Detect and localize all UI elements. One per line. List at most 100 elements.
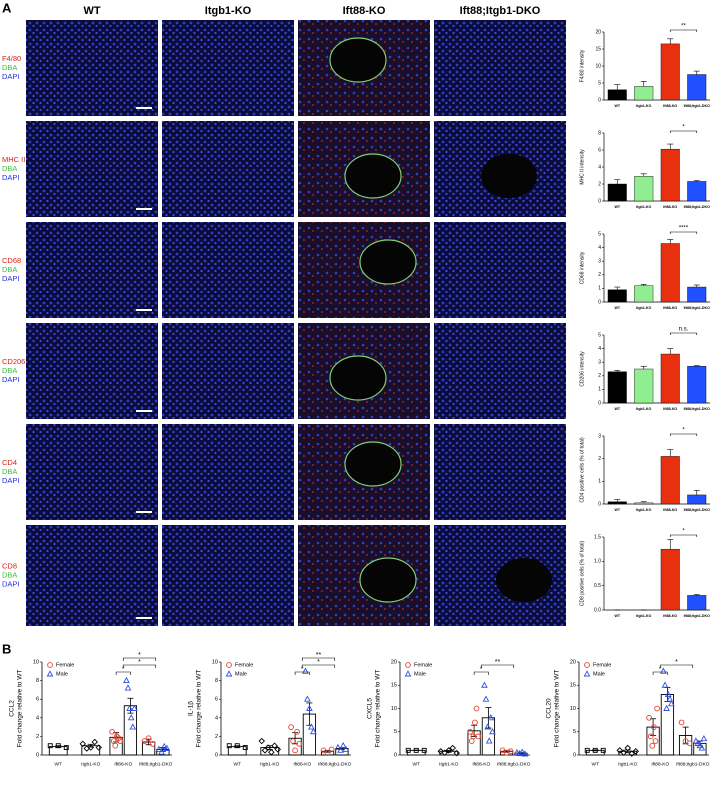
bar [687,494,707,505]
legend-marker [583,670,591,677]
data-point [131,704,138,711]
data-point [306,704,313,711]
x-tick-label: Itgb1-KO [636,205,651,209]
data-point [324,750,331,756]
bar [660,43,680,101]
data-point [468,738,475,744]
bar [660,548,680,611]
micrograph [162,525,294,626]
bar [687,366,707,404]
chart-title: CCL20 [546,698,553,719]
significance-bracket [301,657,336,661]
x-tick-label: Ift88-KO [472,761,490,767]
significance-bracket [122,657,157,661]
x-tick-label: Ift88-KO [663,407,677,411]
legend-label: Male [235,671,247,677]
data-point [649,742,656,749]
legend-marker [46,670,54,677]
data-point [163,744,171,751]
row-label-stain: CD8 [2,561,17,570]
y-tick-label: 10 [212,659,218,665]
data-point [449,744,456,752]
data-point [616,747,623,754]
y-tick-label: 5 [573,729,576,735]
y-tick-label: 6 [598,147,601,153]
x-tick-label: Ift88;Itgb1-DKO [139,761,173,767]
row-label-stain: CD206 [2,357,25,366]
micrograph [26,20,158,116]
bar [607,501,627,505]
significance-bracket [115,671,131,675]
y-tick-label: 0 [598,501,601,507]
row-label-stain: CD68 [2,256,21,265]
y-tick-label: 3 [598,433,601,439]
significance-bracket [480,664,515,668]
data-point [661,681,669,688]
bar [660,243,680,303]
y-tick-label: 0 [598,299,601,305]
x-tick-label: WT [614,508,620,512]
x-tick-label: Ift88;Itgb1-DKO [497,761,531,767]
significance-label: * [682,428,685,434]
row-label-dba: DBA [2,265,17,274]
data-point [55,743,61,749]
legend-label: Female [593,662,611,668]
data-point [475,733,481,740]
data-point [484,723,491,730]
row-label-stain: MHC II [2,155,25,164]
y-tick-label: 0.0 [594,607,601,613]
y-tick-label: 0.5 [594,583,601,589]
data-point [482,695,490,702]
bar [607,289,627,303]
micrograph-lumen [496,558,552,602]
row-label-dapi: DAPI [2,375,20,384]
bar [660,456,680,505]
y-axis-label: CD8 positive cells (% of total) [579,541,585,607]
data-point [678,719,685,726]
data-point [696,741,704,749]
legend-marker [47,662,53,668]
row-label-stain: F4/80 [2,54,21,63]
y-axis-label: CD68 intensity [579,251,585,284]
x-tick-label: WT [614,104,620,108]
data-point [651,724,657,730]
row-label-dapi: DAPI [2,274,20,283]
panel-label: B [2,641,11,656]
y-tick-label: 0 [36,752,39,758]
y-tick-label: 5 [598,231,601,237]
data-point [141,738,148,744]
x-tick-label: Ift88;Itgb1-DKO [684,104,711,108]
y-tick-label: 2 [598,456,601,462]
y-tick-label: 15 [391,683,397,689]
data-point [123,676,130,684]
y-tick-label: 4 [598,346,601,352]
legend-label: Male [56,671,68,677]
chart-title: CXCL5 [367,698,374,719]
data-point [592,747,598,753]
significance-label: ** [316,652,322,659]
significance-label: * [317,659,320,666]
data-point [453,749,460,757]
y-axis-label: Fold change relative to WT [375,670,382,748]
x-tick-label: Ift88-KO [293,761,311,767]
data-point [445,747,452,754]
data-point [421,747,427,753]
row-label-dba: DBA [2,467,17,476]
y-tick-label: 2 [215,734,218,740]
y-tick-label: 6 [36,697,39,703]
bar [607,183,627,202]
data-point [600,747,606,753]
significance-bracket [294,671,310,675]
y-tick-label: 15 [570,683,576,689]
legend-label: Female [56,662,74,668]
micrograph [26,222,158,318]
y-tick-label: 8 [598,130,601,136]
y-tick-label: 1 [598,479,601,485]
data-point [234,743,240,749]
significance-bracket [669,332,698,335]
data-point [127,714,135,721]
x-tick-label: Ift88-KO [663,104,677,108]
x-tick-label: Ift88;Itgb1-DKO [684,508,711,512]
data-point [441,749,448,756]
